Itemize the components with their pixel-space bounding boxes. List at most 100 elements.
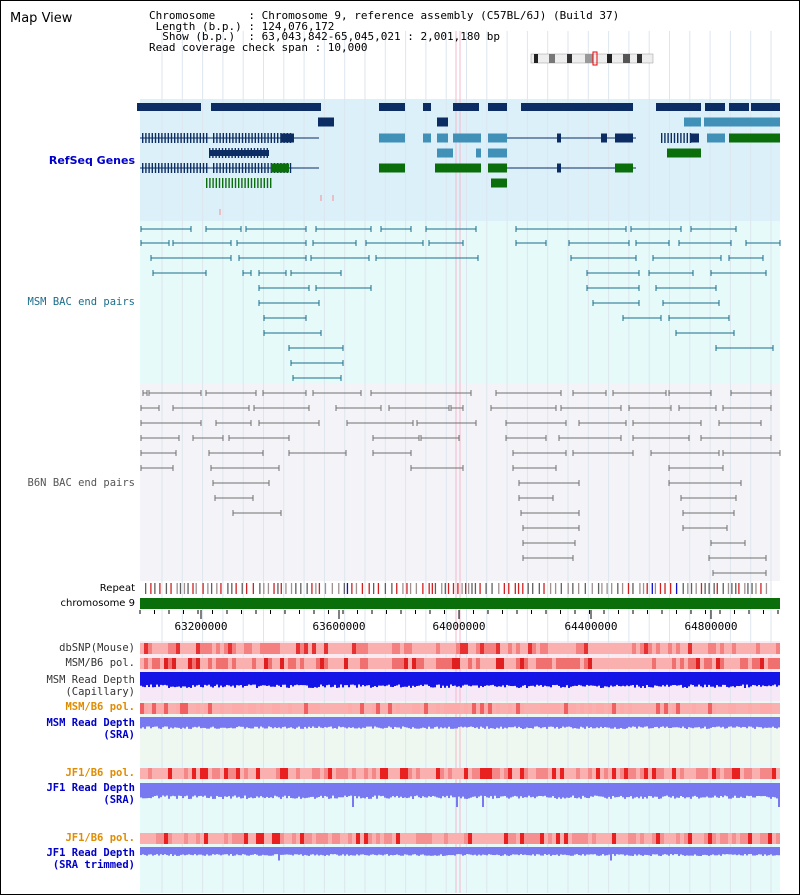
track-label-msm-pol-2[interactable]: MSM/B6 pol. — [65, 701, 135, 713]
heat-cell — [624, 643, 628, 654]
depth-bar — [240, 672, 242, 686]
repeat-element — [560, 583, 562, 594]
heat-cell — [356, 703, 360, 714]
heat-cell — [304, 703, 308, 714]
depth-bar — [702, 783, 704, 798]
region-info: Chromosome : Chromosome 9, reference ass… — [149, 10, 619, 53]
depth-bar — [578, 717, 580, 729]
depth-bar — [376, 717, 378, 728]
track-label-jf1-pol-2[interactable]: JF1/B6 pol. — [65, 832, 135, 844]
heat-cell — [684, 703, 688, 714]
depth-bar — [368, 672, 370, 686]
gene-exon — [257, 163, 260, 173]
heat-cell — [180, 643, 184, 654]
depth-bar — [450, 672, 452, 685]
depth-bar — [530, 672, 532, 686]
depth-bar — [620, 847, 622, 855]
heat-cell — [168, 643, 172, 654]
heat-cell — [492, 643, 496, 654]
track-label-repeat[interactable]: Repeat — [99, 583, 135, 594]
heat-cell — [220, 703, 224, 714]
heat-cell — [480, 643, 484, 654]
repeat-element — [708, 583, 710, 594]
depth-bar — [524, 717, 526, 729]
depth-bar — [550, 783, 552, 798]
track-label-b6n-bac[interactable]: B6N BAC end pairs — [27, 477, 135, 489]
repeat-element — [396, 583, 398, 594]
depth-bar — [636, 847, 638, 856]
depth-bar — [720, 672, 722, 687]
heat-cell — [300, 703, 304, 714]
depth-bar — [196, 847, 198, 856]
gene-exon — [250, 148, 252, 158]
depth-bar — [604, 783, 606, 798]
depth-bar — [448, 783, 450, 799]
depth-bar — [750, 672, 752, 687]
heat-cell — [324, 768, 328, 779]
depth-bar — [622, 783, 624, 798]
heat-cell — [208, 703, 212, 714]
depth-bar — [740, 783, 742, 797]
depth-bar — [276, 672, 278, 685]
gene-exon — [174, 163, 176, 173]
gene-feature — [615, 163, 633, 173]
depth-bar — [148, 717, 150, 727]
depth-bar — [654, 783, 656, 797]
depth-bar — [260, 783, 262, 797]
heat-cell — [220, 768, 224, 779]
depth-bar — [702, 717, 704, 729]
heat-cell — [376, 703, 380, 714]
depth-bar — [628, 847, 630, 856]
heat-cell — [736, 703, 740, 714]
track-label-dbsnp[interactable]: dbSNP(Mouse) — [59, 642, 135, 654]
depth-bar — [306, 847, 308, 856]
depth-bar — [330, 847, 332, 855]
heat-cell — [668, 703, 672, 714]
heat-cell — [520, 703, 524, 714]
depth-bar — [340, 783, 342, 798]
heat-cell — [224, 703, 228, 714]
depth-bar — [612, 783, 614, 796]
depth-bar — [708, 783, 710, 798]
depth-bar — [216, 847, 218, 855]
depth-bar — [354, 847, 356, 856]
heat-cell — [316, 833, 320, 844]
track-label-refseq[interactable]: RefSeq Genes — [48, 154, 135, 167]
heat-cell — [720, 643, 724, 654]
heat-cell — [296, 658, 300, 669]
track-label-msm-pol-1[interactable]: MSM/B6 pol. — [65, 657, 135, 669]
depth-bar — [380, 717, 382, 729]
heat-cell — [444, 768, 448, 779]
track-label-msm-depth-sra[interactable]: MSM Read Depth (SRA) — [46, 717, 135, 741]
track-label-msm-depth-capillary[interactable]: MSM Read Depth (Capillary) — [46, 674, 135, 698]
heat-cell — [580, 643, 584, 654]
depth-bar — [228, 672, 230, 686]
heat-cell — [316, 643, 320, 654]
depth-bar — [456, 847, 458, 855]
gene-feature — [379, 163, 405, 173]
depth-bar — [536, 847, 538, 855]
track-label-msm-bac[interactable]: MSM BAC end pairs — [27, 296, 135, 308]
heat-cell — [624, 768, 628, 779]
ideogram-band — [585, 54, 593, 63]
track-label-jf1-pol-1[interactable]: JF1/B6 pol. — [65, 767, 135, 779]
heat-cell — [428, 643, 432, 654]
depth-bar — [654, 847, 656, 855]
depth-bar — [226, 783, 228, 797]
depth-bar — [256, 672, 258, 688]
depth-bar — [336, 717, 338, 729]
depth-bar — [212, 672, 214, 688]
depth-bar — [660, 672, 662, 687]
depth-bar — [708, 717, 710, 729]
depth-bar — [298, 783, 300, 797]
track-label-jf1-depth-sra[interactable]: JF1 Read Depth (SRA) — [46, 782, 135, 806]
depth-bar — [478, 847, 480, 855]
heat-cell — [576, 658, 580, 669]
track-label-jf1-depth-trimmed[interactable]: JF1 Read Depth (SRA trimmed) — [46, 847, 135, 871]
depth-bar — [638, 847, 640, 855]
depth-bar — [756, 783, 758, 796]
depth-bar — [608, 783, 610, 797]
heat-cell — [556, 768, 560, 779]
depth-bar — [330, 672, 332, 688]
